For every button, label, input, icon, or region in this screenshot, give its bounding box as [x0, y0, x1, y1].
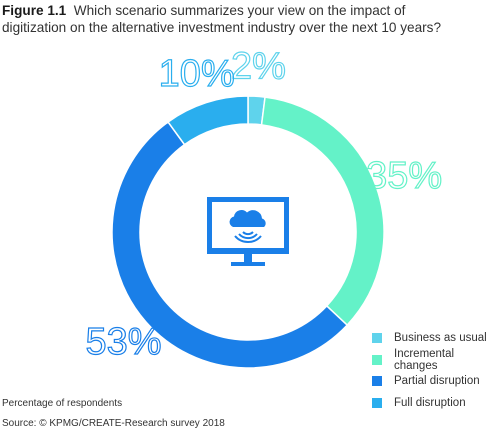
legend-label: Incremental changes — [394, 347, 455, 372]
legend-item-full-disruption: Full disruption — [372, 394, 500, 412]
legend-label: Full disruption — [394, 397, 466, 410]
legend-label: Business as usual — [394, 332, 487, 344]
legend-item-incremental-changes: Incremental changes — [372, 347, 500, 372]
cloud-monitor-icon — [207, 197, 289, 266]
value-label-full-disruption: 10% — [159, 53, 235, 95]
slice-partial-disruption — [111, 120, 349, 369]
legend: Business as usual Incremental changes Part… — [372, 329, 500, 416]
figure-label: Figure 1.1 — [2, 3, 67, 18]
legend-swatch — [372, 354, 382, 365]
figure-title-text: Which scenario summarizes your view on t… — [2, 3, 442, 35]
value-label-business-as-usual: 2% — [231, 45, 286, 87]
monitor-base — [231, 262, 265, 266]
value-labels: 2% 35% 53% 10% — [85, 45, 443, 364]
value-label-partial-disruption: 53% — [85, 321, 161, 363]
figure-title: Figure 1.1 Which scenario summarizes you… — [2, 2, 472, 36]
legend-swatch — [372, 398, 382, 409]
value-label-incremental-changes: 35% — [366, 155, 442, 197]
legend-label: Partial disruption — [394, 375, 480, 388]
legend-item-business-as-usual: Business as usual — [372, 329, 500, 347]
legend-item-partial-disruption: Partial disruption — [372, 372, 500, 390]
signal-arc-1 — [242, 231, 254, 236]
legend-swatch — [372, 376, 382, 387]
source-note: Source: © KPMG/CREATE-Research survey 20… — [2, 418, 225, 429]
cloud-shape — [229, 210, 266, 227]
monitor-neck — [244, 254, 252, 262]
signal-arc-2 — [238, 233, 258, 240]
donut-slices — [111, 95, 385, 369]
footnote: Percentage of respondents — [2, 398, 123, 409]
slice-full-disruption — [167, 95, 249, 146]
signal-arc-3 — [234, 235, 262, 243]
legend-swatch — [372, 333, 382, 343]
